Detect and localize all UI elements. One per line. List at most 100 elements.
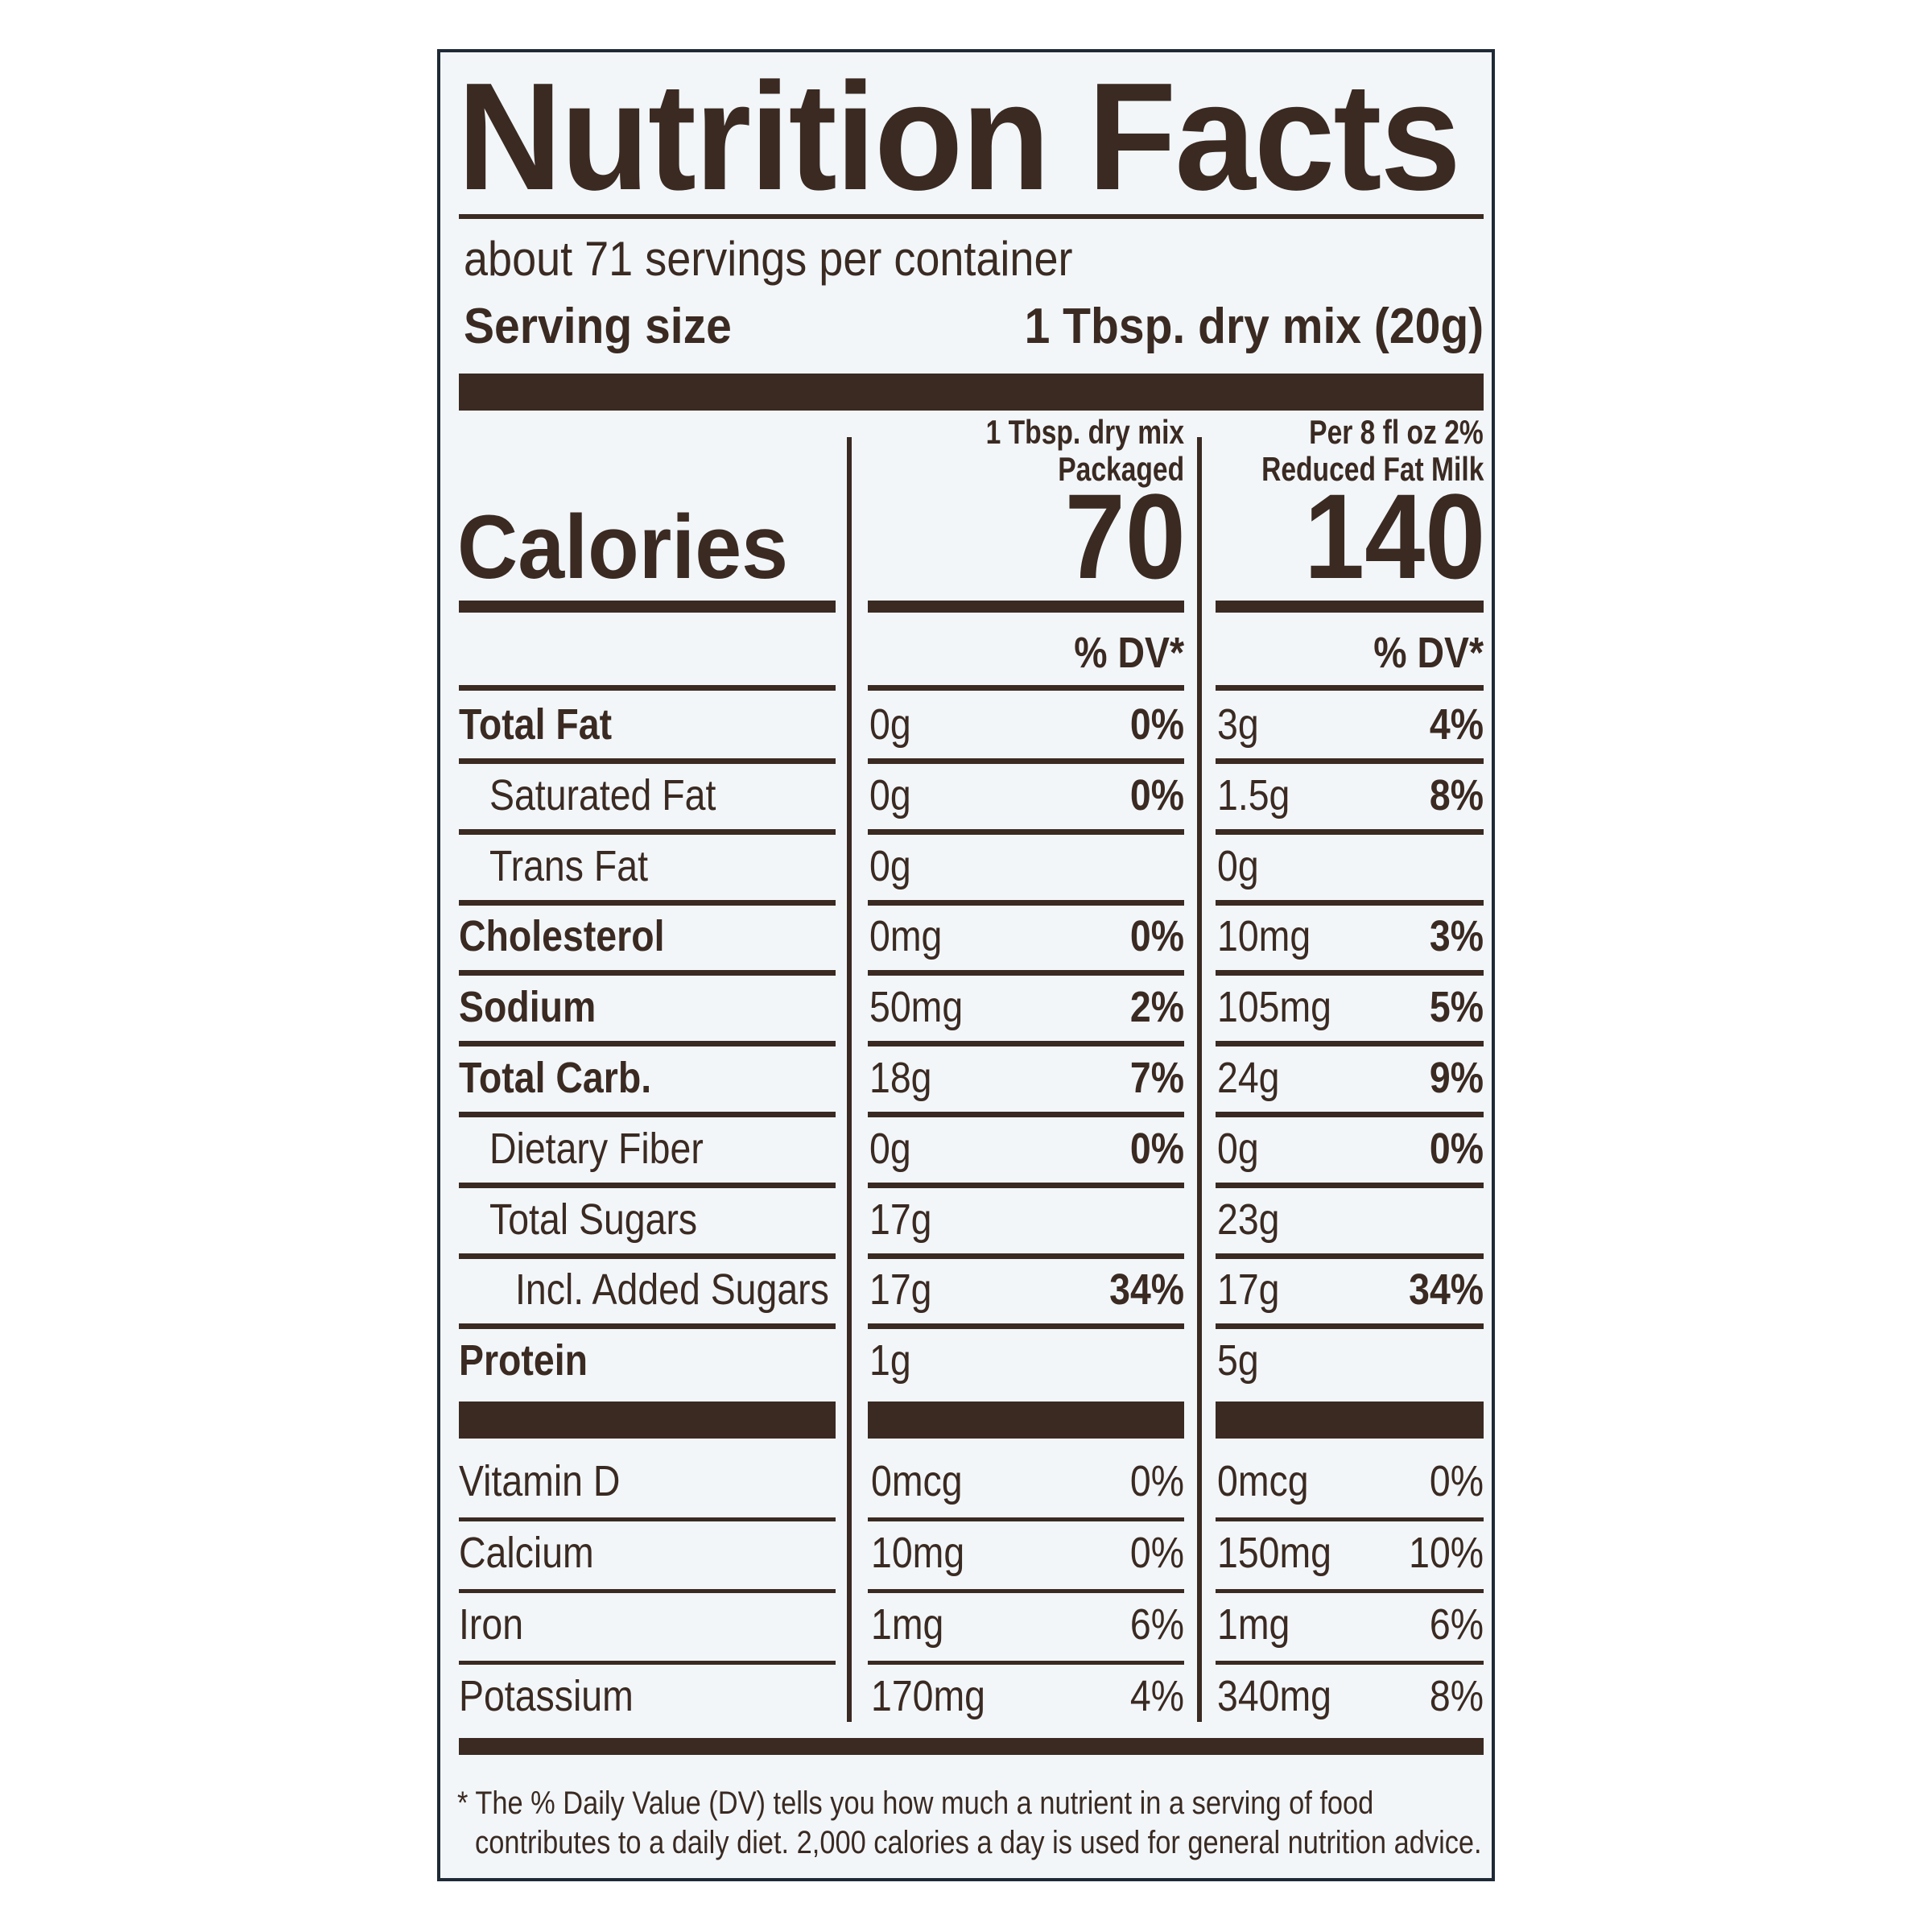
col1-amount: 17g (869, 1195, 932, 1244)
nutrition-facts-label (437, 49, 1495, 1881)
col2-dv: 8% (1429, 1672, 1484, 1720)
dv-header-rule-col3 (1216, 685, 1484, 691)
vitamin-rule-col3 (1216, 1517, 1484, 1521)
col2-amount: 1mg (1217, 1600, 1290, 1649)
nutrient-label: Trans Fat (489, 841, 648, 890)
col2-header-line1: Per 8 fl oz 2% (1309, 413, 1484, 451)
col2-amount: 105mg (1217, 983, 1332, 1032)
col1-dv: 4% (1129, 1672, 1184, 1720)
col1-amount: 50mg (869, 983, 964, 1032)
footnote-line1: * The % Daily Value (DV) tells you how m… (457, 1785, 1374, 1821)
col2-dv: 10% (1409, 1529, 1484, 1577)
col2-amount: 24g (1217, 1054, 1280, 1102)
nutrient-rule-col3 (1216, 1041, 1484, 1047)
col2-amount: 150mg (1217, 1529, 1332, 1577)
nutrient-rule-col3 (1216, 758, 1484, 764)
col1-amount: 17g (869, 1265, 932, 1315)
thick-bar-vitamins-col2 (868, 1402, 1184, 1439)
nutrient-rule-col1 (459, 1253, 836, 1259)
vitamin-rule-col3 (1216, 1661, 1484, 1665)
col1-dv: 0% (1129, 1529, 1184, 1577)
vitamin-rule-col1 (459, 1517, 836, 1521)
col2-dv: 4% (1429, 700, 1484, 749)
col1-amount: 0g (869, 1124, 911, 1173)
col1-amount: 18g (869, 1054, 932, 1102)
col2-amount: 0g (1217, 841, 1259, 890)
nutrient-rule-col2 (868, 1253, 1184, 1259)
vitamin-rule-col3 (1216, 1589, 1484, 1593)
vitamin-label: Potassium (459, 1672, 634, 1720)
vitamin-label: Iron (459, 1600, 524, 1649)
nutrient-label: Protein (459, 1336, 588, 1385)
nutrient-label: Total Carb. (459, 1054, 652, 1102)
vitamin-rule-col1 (459, 1661, 836, 1665)
col1-amount: 170mg (871, 1672, 986, 1720)
col2-amount: 23g (1217, 1195, 1280, 1244)
calories-rule-col1 (459, 601, 836, 613)
title: Nutrition Facts (457, 52, 1461, 222)
serving-size-value: 1 Tbsp. dry mix (20g) (1024, 299, 1484, 354)
vitamin-rule-col2 (868, 1589, 1184, 1593)
col2-amount: 0g (1217, 1124, 1259, 1173)
col2-amount: 340mg (1217, 1672, 1332, 1720)
col2-amount: 5g (1217, 1336, 1259, 1385)
nutrient-rule-col3 (1216, 970, 1484, 976)
calories-rule-col2 (868, 601, 1184, 613)
nutrient-label: Incl. Added Sugars (515, 1265, 829, 1315)
col1-amount: 0g (869, 841, 911, 890)
col1-dv: 7% (1129, 1054, 1184, 1102)
col2-header-line2: Reduced Fat Milk (1261, 450, 1484, 488)
nutrient-label: Dietary Fiber (489, 1124, 704, 1173)
col2-dv-header: % DV* (1373, 629, 1484, 677)
dv-header-rule-col2 (868, 685, 1184, 691)
nutrient-label: Total Fat (459, 700, 613, 749)
col1-amount: 0g (869, 700, 911, 749)
thick-bar-vitamins-col3 (1216, 1402, 1484, 1439)
vitamin-rule-col2 (868, 1517, 1184, 1521)
column-divider-1 (847, 437, 852, 1722)
col2-amount: 17g (1217, 1265, 1280, 1315)
col1-amount: 10mg (871, 1529, 965, 1577)
col1-dv: 6% (1129, 1600, 1184, 1649)
col2-amount: 1.5g (1217, 770, 1290, 819)
nutrient-rule-col3 (1216, 1323, 1484, 1330)
nutrient-rule-col2 (868, 1182, 1184, 1188)
col2-dv: 9% (1429, 1054, 1484, 1102)
col1-dv: 0% (1129, 700, 1184, 749)
thick-bar-top (459, 374, 1484, 411)
calories-label: Calories (457, 497, 789, 597)
col2-calories: 140 (1303, 469, 1485, 604)
title-rule (459, 214, 1484, 219)
col1-header-line1: 1 Tbsp. dry mix (985, 413, 1184, 451)
col2-dv: 8% (1429, 770, 1484, 819)
nutrient-rule-col3 (1216, 899, 1484, 906)
nutrient-label: Total Sugars (489, 1195, 698, 1244)
nutrient-rule-col2 (868, 828, 1184, 835)
col1-dv: 0% (1129, 912, 1184, 961)
nutrient-rule-col1 (459, 758, 836, 764)
nutrient-rule-col3 (1216, 1112, 1484, 1117)
nutrient-rule-col2 (868, 899, 1184, 906)
col1-dv: 0% (1129, 1124, 1184, 1173)
vitamin-label: Calcium (459, 1529, 594, 1577)
col1-amount: 0mcg (871, 1457, 963, 1505)
col2-dv: 34% (1409, 1265, 1484, 1315)
col1-amount: 1mg (871, 1600, 944, 1649)
nutrient-rule-col1 (459, 828, 836, 835)
servings-per-container: about 71 servings per container (464, 232, 1073, 286)
nutrient-rule-col1 (459, 1182, 836, 1188)
col1-calories: 70 (1064, 469, 1186, 604)
vitamin-label: Vitamin D (459, 1457, 621, 1505)
nutrient-label: Cholesterol (459, 912, 665, 961)
col2-dv: 3% (1429, 912, 1484, 961)
nutrient-label: Sodium (459, 983, 597, 1032)
nutrient-rule-col1 (459, 1323, 836, 1330)
col2-amount: 0mcg (1217, 1457, 1309, 1505)
col1-amount: 0g (869, 770, 911, 819)
bottom-bar (459, 1738, 1484, 1755)
column-divider-2 (1197, 437, 1202, 1722)
nutrient-rule-col1 (459, 1041, 836, 1047)
col1-header-line2: Packaged (1058, 450, 1184, 488)
vitamin-rule-col1 (459, 1589, 836, 1593)
vitamin-rule-col2 (868, 1661, 1184, 1665)
